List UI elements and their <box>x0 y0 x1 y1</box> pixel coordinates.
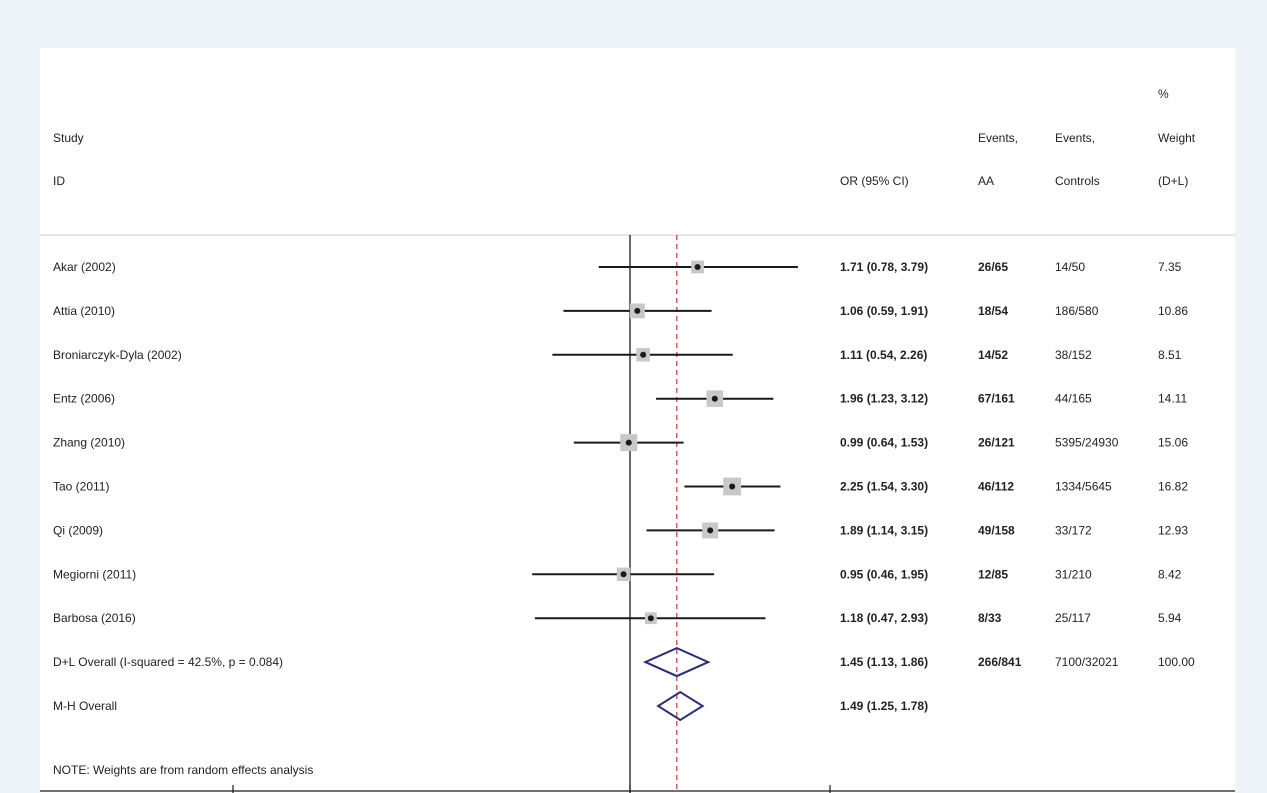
overall-row: M-H Overall 1.49 (1.25, 1.78) <box>53 690 928 722</box>
study-row: Barbosa (2016) 1.18 (0.47, 2.93) 8/33 25/11… <box>53 611 1182 625</box>
point-estimate <box>625 439 632 446</box>
or-ci-value: 1.18 (0.47, 2.93) <box>840 611 928 625</box>
events-aa: 12/85 <box>978 567 1008 581</box>
weight-value: 12.93 <box>1158 523 1188 537</box>
study-row: Zhang (2010) 0.99 (0.64, 1.53) 26/121 5395/… <box>53 434 1188 452</box>
study-row: Megiorni (2011) 0.95 (0.46, 1.95) 12/85 31/… <box>53 567 1182 581</box>
study-rows: Akar (2002) 1.71 (0.78, 3.79) 26/65 14/50 7.… <box>53 260 1195 722</box>
weight-value: 16.82 <box>1158 480 1188 494</box>
reference-lines <box>629 235 678 793</box>
study-row: Broniarczyk-Dyla (2002) 1.11 (0.54, 2.26)… <box>53 348 1182 362</box>
forest-plot: Study ID OR (95% CI) Events, AA Events, … <box>40 87 1235 793</box>
or-ci-value: 1.71 (0.78, 3.79) <box>840 260 928 274</box>
weight-value: 5.94 <box>1158 611 1182 625</box>
weight-value: 14.11 <box>1158 392 1187 406</box>
point-estimate <box>647 615 654 622</box>
overall-row: D+L Overall (I-squared = 42.5%, p = 0.08… <box>53 647 1195 678</box>
point-estimate <box>729 483 736 490</box>
point-estimate <box>640 351 647 358</box>
weight-value: 8.42 <box>1158 567 1182 581</box>
events-controls: 1334/5645 <box>1055 480 1112 494</box>
header-id: ID <box>53 174 65 188</box>
events-controls: 33/172 <box>1055 523 1092 537</box>
header: Study ID OR (95% CI) Events, AA Events, … <box>40 87 1235 236</box>
study-label: Attia (2010) <box>53 304 115 318</box>
events-controls: 5395/24930 <box>1055 436 1119 450</box>
weight-value: 8.51 <box>1158 348 1182 362</box>
or-ci-value: 1.89 (1.14, 3.15) <box>840 523 928 537</box>
events-aa: 14/52 <box>978 348 1008 362</box>
events-controls: 25/117 <box>1055 611 1091 625</box>
events-controls: 186/580 <box>1055 304 1099 318</box>
events-aa: 26/65 <box>978 260 1008 274</box>
overall-label: D+L Overall (I-squared = 42.5%, p = 0.08… <box>53 655 283 669</box>
events-aa: 49/158 <box>978 523 1015 537</box>
study-row: Akar (2002) 1.71 (0.78, 3.79) 26/65 14/50 7.… <box>53 260 1182 274</box>
events-controls: 31/210 <box>1055 567 1092 581</box>
weight-value: 100.00 <box>1158 655 1195 669</box>
study-row: Qi (2009) 1.89 (1.14, 3.15) 49/158 33/172 12… <box>53 522 1188 539</box>
events-controls: 7100/32021 <box>1055 655 1119 669</box>
header-weight-3: (D+L) <box>1158 174 1188 188</box>
or-ci-value: 0.99 (0.64, 1.53) <box>840 436 928 450</box>
events-controls: 14/50 <box>1055 260 1085 274</box>
or-ci-value: 1.96 (1.23, 3.12) <box>840 392 928 406</box>
point-estimate <box>620 571 627 578</box>
or-ci-value: 1.49 (1.25, 1.78) <box>840 699 928 713</box>
weight-value: 7.35 <box>1158 260 1182 274</box>
forest-plot-panel: Study ID OR (95% CI) Events, AA Events, … <box>40 48 1235 793</box>
point-estimate <box>694 264 701 270</box>
or-ci-value: 1.06 (0.59, 1.91) <box>840 304 928 318</box>
header-events-controls-2: Controls <box>1055 174 1100 188</box>
events-controls: 38/152 <box>1055 348 1092 362</box>
header-events-controls-1: Events, <box>1055 131 1095 145</box>
study-label: Zhang (2010) <box>53 436 125 450</box>
weight-value: 15.06 <box>1158 436 1188 450</box>
point-estimate <box>634 307 641 314</box>
or-ci-value: 2.25 (1.54, 3.30) <box>840 480 928 494</box>
header-or: OR (95% CI) <box>840 174 909 188</box>
study-label: Entz (2006) <box>53 392 115 406</box>
or-ci-value: 1.11 (0.54, 2.26) <box>840 348 927 362</box>
study-row: Attia (2010) 1.06 (0.59, 1.91) 18/54 186/58… <box>53 303 1188 319</box>
weight-value: 10.86 <box>1158 304 1188 318</box>
pooled-diamond <box>656 690 705 722</box>
point-estimate <box>707 527 714 534</box>
header-events-aa-1: Events, <box>978 131 1018 145</box>
header-weight-1: % <box>1158 87 1169 101</box>
or-ci-value: 0.95 (0.46, 1.95) <box>840 567 928 581</box>
events-aa: 18/54 <box>978 304 1008 318</box>
events-aa: 266/841 <box>978 655 1022 669</box>
study-label: Broniarczyk-Dyla (2002) <box>53 348 182 362</box>
study-label: Qi (2009) <box>53 523 103 537</box>
pooled-diamond <box>642 647 711 678</box>
point-estimate <box>711 395 718 402</box>
overall-label: M-H Overall <box>53 699 117 713</box>
study-label: Megiorni (2011) <box>53 567 136 581</box>
events-aa: 46/112 <box>978 480 1014 494</box>
events-aa: 67/161 <box>978 392 1015 406</box>
study-label: Akar (2002) <box>53 260 116 274</box>
axis-baseline <box>40 785 1235 793</box>
study-label: Barbosa (2016) <box>53 611 136 625</box>
events-aa: 26/121 <box>978 436 1015 450</box>
study-row: Entz (2006) 1.96 (1.23, 3.12) 67/161 44/165… <box>53 390 1187 407</box>
or-ci-value: 1.45 (1.13, 1.86) <box>840 655 928 669</box>
study-row: Tao (2011) 2.25 (1.54, 3.30) 46/112 1334/56… <box>53 477 1188 496</box>
study-label: Tao (2011) <box>53 480 109 494</box>
header-study: Study <box>53 131 84 145</box>
header-weight-2: Weight <box>1158 131 1196 145</box>
events-aa: 8/33 <box>978 611 1002 625</box>
events-controls: 44/165 <box>1055 392 1092 406</box>
header-events-aa-2: AA <box>978 174 994 188</box>
footnote: NOTE: Weights are from random effects an… <box>53 763 313 777</box>
